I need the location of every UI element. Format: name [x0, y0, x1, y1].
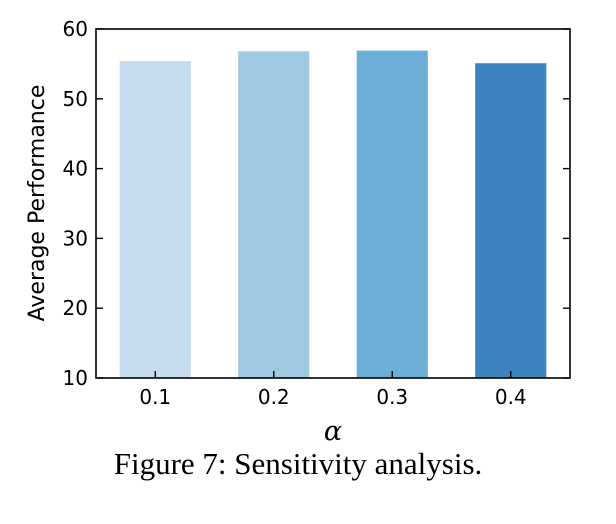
bar-0.4: [475, 63, 547, 379]
x-tick-label: 0.2: [258, 385, 290, 409]
y-tick-label: 50: [63, 87, 88, 111]
y-tick-label: 30: [63, 226, 88, 250]
y-tick-label: 60: [63, 17, 88, 41]
y-tick-label: 20: [63, 296, 88, 320]
y-tick-label: 10: [63, 366, 88, 390]
x-tick-label: 0.3: [376, 385, 408, 409]
y-tick-label: 40: [63, 157, 88, 181]
x-tick-label: 0.4: [495, 385, 527, 409]
figure-caption: Figure 7: Sensitivity analysis.: [113, 446, 483, 481]
bar-0.2: [238, 51, 310, 378]
ticks-layer: 0.1 0.2 0.3 0.4 10 20 30 40 50 60: [63, 17, 570, 409]
plot-frame: [95, 28, 571, 379]
bar-0.1: [119, 61, 191, 378]
bar-0.3: [356, 50, 428, 378]
x-tick-label: 0.1: [139, 385, 171, 409]
bars-layer: [119, 50, 547, 379]
x-axis-label: α: [324, 416, 342, 447]
y-axis-label: Average Performance: [25, 85, 50, 322]
